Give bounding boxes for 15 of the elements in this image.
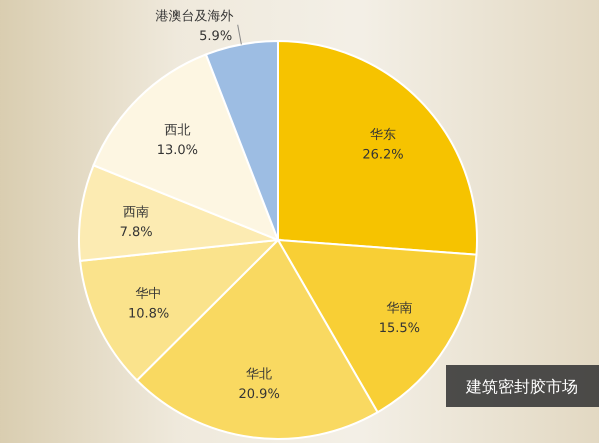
data-label: 26.2% [362,147,404,162]
data-label: 10.8% [128,306,170,322]
slice-label: 西南 [123,205,150,220]
slice-label: 华南 [386,301,412,316]
slice-label: 华东 [370,127,396,142]
text: 建筑密封胶市场 [465,377,578,396]
slice-label: 华中 [136,286,162,302]
data-label: 5.9% [199,29,232,44]
data-label: 20.9% [238,387,280,402]
slice-label: 华北 [246,367,272,382]
data-label: 15.5% [378,321,420,336]
slice-label: 西北 [164,122,190,138]
slice-label: 港澳台及海外 [156,9,234,24]
data-label: 13.0% [156,142,198,158]
data-label: 7.8% [120,225,153,240]
